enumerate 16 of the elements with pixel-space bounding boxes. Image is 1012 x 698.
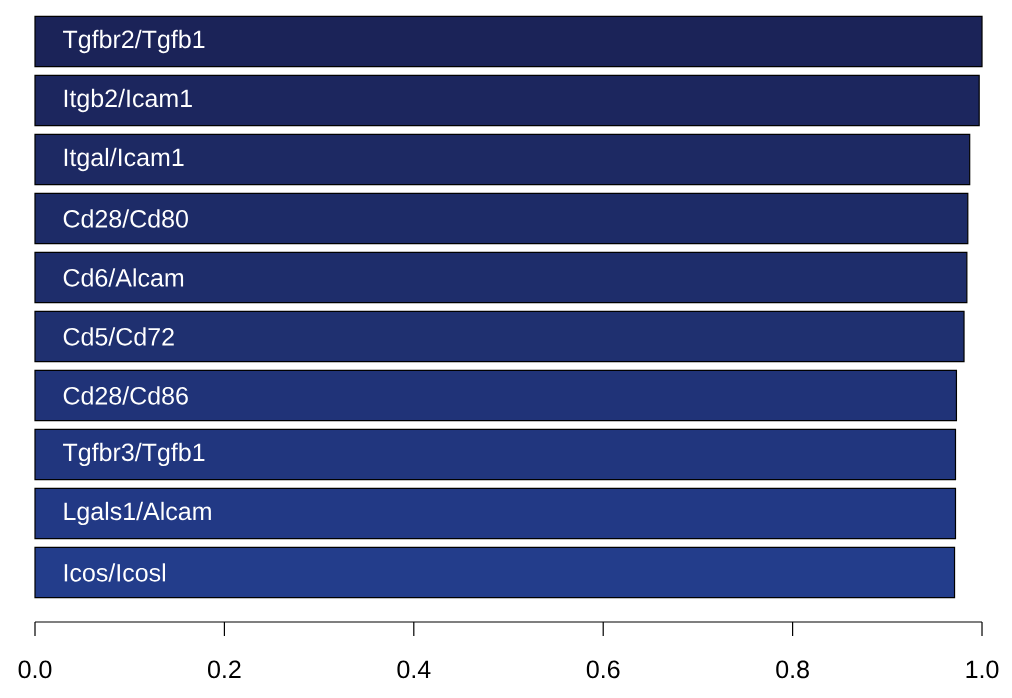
y-tick-label: Cd6/Alcam [63,268,184,287]
x-tick-label: 0.6 [586,660,620,679]
x-tick-label: 1.0 [966,660,999,679]
x-tick-label: 0.2 [208,660,241,679]
y-tick-label: Itgb2/Icam1 [64,88,192,113]
y-tick-label: Cd28/Cd80 [63,209,188,228]
y-tick-label: Cd28/Cd86 [63,386,188,405]
y-tick-label: Icos/Icosl [64,563,165,582]
y-tick-label: Cd5/Cd72 [63,327,174,346]
x-tick-label: 0.8 [776,660,809,679]
y-tick-label: Itgal/Icam1 [64,147,184,172]
y-tick-label: Tgfbr2/Tgfb1 [63,29,205,54]
y-tick-label: Tgfbr3/Tgfb1 [63,442,205,467]
x-tick-label: 0.4 [397,660,431,679]
y-tick-label: Lgals1/Alcam [64,501,211,526]
x-tick-label: 0.0 [18,660,52,679]
